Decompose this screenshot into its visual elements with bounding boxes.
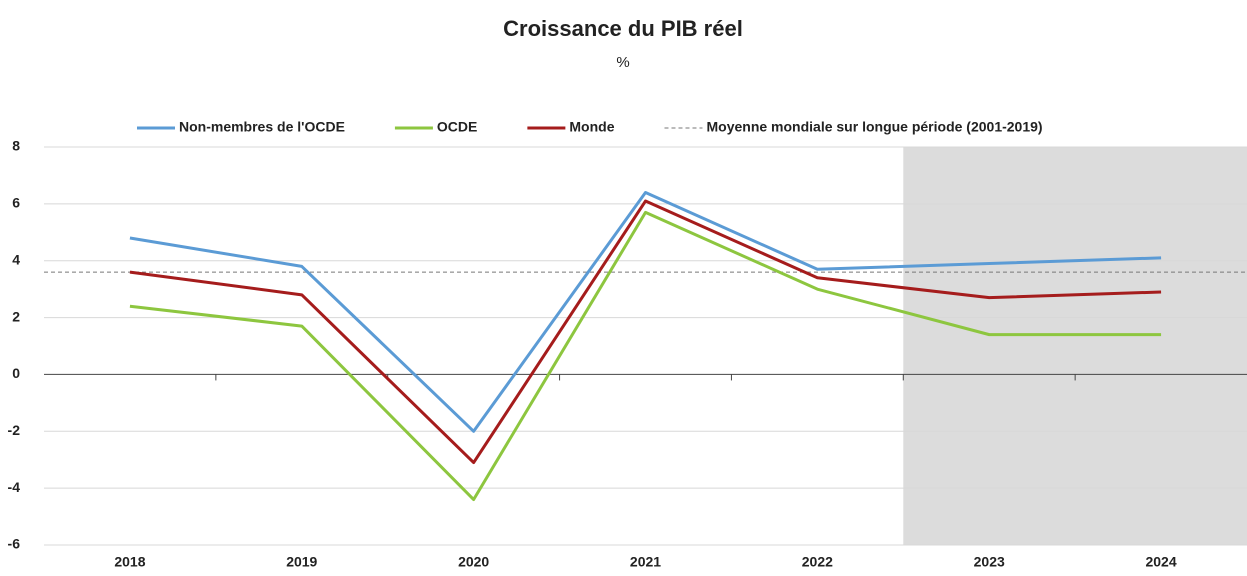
y-tick-label: 0 <box>12 365 20 381</box>
y-tick-label: 8 <box>12 138 20 154</box>
y-tick-label: 2 <box>12 308 20 324</box>
legend-label: Non-membres de l'OCDE <box>179 119 345 135</box>
y-tick-label: -4 <box>8 479 21 495</box>
chart-title: Croissance du PIB réel <box>503 16 743 41</box>
legend-label: OCDE <box>437 119 477 135</box>
x-tick-label: 2022 <box>802 554 833 570</box>
x-tick-label: 2018 <box>114 554 145 570</box>
y-tick-label: -2 <box>8 422 21 438</box>
series-line <box>129 210 1162 502</box>
x-tick-label: 2019 <box>286 554 317 570</box>
series-line <box>129 190 1162 433</box>
x-tick-label: 2021 <box>630 554 661 570</box>
x-tick-label: 2020 <box>458 554 489 570</box>
y-tick-label: 4 <box>12 251 20 267</box>
projection-shade <box>903 147 1247 545</box>
legend-label: Monde <box>569 119 614 135</box>
series-line <box>129 199 1162 465</box>
y-tick-label: -6 <box>8 536 21 552</box>
chart-subtitle: % <box>616 54 629 71</box>
x-tick-label: 2023 <box>974 554 1005 570</box>
legend-label: Moyenne mondiale sur longue période (200… <box>706 119 1042 135</box>
x-tick-label: 2024 <box>1145 554 1176 570</box>
y-tick-label: 6 <box>12 195 20 211</box>
